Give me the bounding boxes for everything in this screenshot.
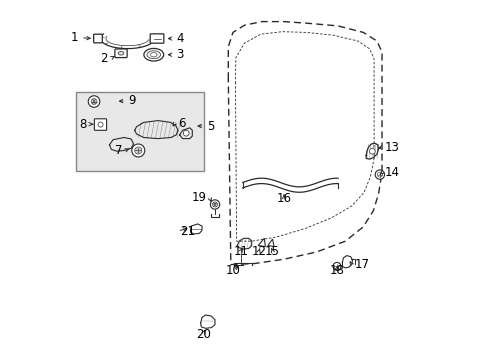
Text: 9: 9 [128,94,136,107]
FancyBboxPatch shape [94,119,106,130]
Text: 5: 5 [207,120,214,132]
Text: 15: 15 [264,245,280,258]
Text: 17: 17 [354,258,369,271]
Circle shape [132,144,144,157]
Circle shape [212,202,217,207]
Polygon shape [267,239,273,247]
Ellipse shape [150,53,157,57]
Circle shape [332,262,340,270]
Text: 13: 13 [384,141,399,154]
Text: 10: 10 [225,264,240,277]
Text: 20: 20 [195,328,210,341]
Text: 1: 1 [71,31,78,44]
Text: 7: 7 [114,144,122,157]
Circle shape [374,170,384,179]
Circle shape [377,172,382,177]
Circle shape [183,130,189,136]
Text: 16: 16 [276,192,291,204]
Text: 3: 3 [176,48,183,61]
FancyBboxPatch shape [76,92,203,171]
Text: 19: 19 [191,191,206,204]
Text: 4: 4 [176,32,183,45]
Circle shape [98,122,103,127]
Circle shape [134,147,142,154]
Ellipse shape [118,51,123,55]
Text: 8: 8 [79,118,87,131]
Text: 11: 11 [233,245,248,258]
Text: 18: 18 [328,264,344,276]
Circle shape [368,148,374,154]
Text: 6: 6 [178,117,185,130]
Circle shape [210,200,219,209]
Ellipse shape [143,49,163,61]
Text: 2: 2 [100,52,107,65]
Text: 21: 21 [180,225,195,238]
Circle shape [88,96,100,107]
Text: 12: 12 [251,245,266,258]
FancyBboxPatch shape [150,34,163,43]
Text: 14: 14 [384,166,399,179]
Circle shape [91,99,97,104]
FancyBboxPatch shape [115,49,127,58]
FancyBboxPatch shape [94,34,102,43]
Ellipse shape [146,51,160,59]
Polygon shape [258,238,265,247]
